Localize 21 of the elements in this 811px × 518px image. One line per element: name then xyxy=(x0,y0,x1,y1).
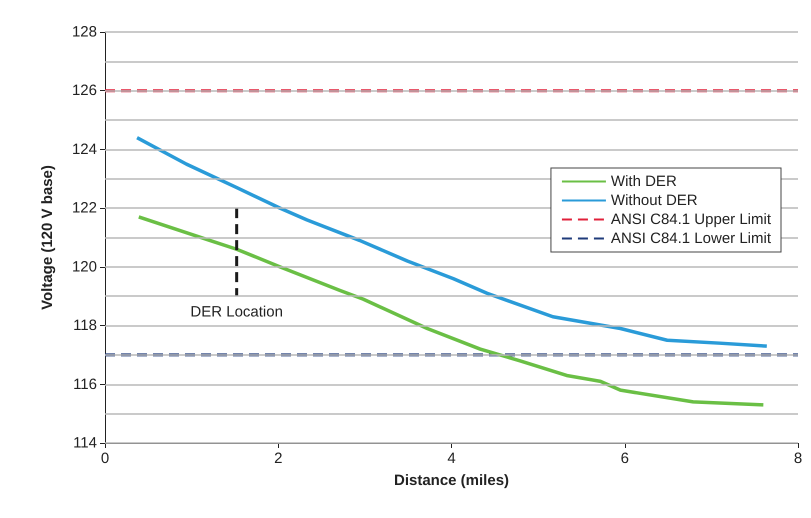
x-tick-label: 6 xyxy=(620,450,629,467)
y-tick-label: 122 xyxy=(72,200,97,217)
y-tick-label: 116 xyxy=(73,376,97,393)
y-tick-label: 128 xyxy=(72,24,97,40)
y-tick-label: 118 xyxy=(73,317,97,334)
x-tick-label: 0 xyxy=(100,450,110,467)
x-tick-label: 2 xyxy=(274,450,282,467)
legend-label: Without DER xyxy=(610,192,698,209)
line-series xyxy=(135,136,769,348)
annotation: DER Location xyxy=(190,304,283,321)
y-axis-title: Voltage (120 V base) xyxy=(39,165,56,310)
x-tick-label: 8 xyxy=(794,450,802,467)
legend-label: ANSI C84.1 Upper Limit xyxy=(610,211,772,228)
x-axis-title: Distance (miles) xyxy=(394,472,510,489)
y-tick-label: 124 xyxy=(72,140,97,158)
y-tick-label: 126 xyxy=(72,82,97,100)
y-tick-label: 120 xyxy=(72,258,97,276)
legend-label: ANSI C84.1 Lower Limit xyxy=(610,230,772,247)
x-tick-label: 4 xyxy=(447,450,456,467)
legend-label: With DER xyxy=(610,173,677,190)
y-tick-label: 114 xyxy=(73,434,97,452)
